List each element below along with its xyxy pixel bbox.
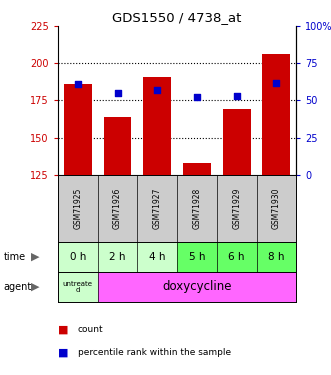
Text: 4 h: 4 h (149, 252, 166, 262)
Text: ■: ■ (58, 325, 69, 335)
Text: time: time (3, 252, 25, 262)
Bar (98, 272, 296, 302)
Bar (58, 242, 98, 272)
Title: GDS1550 / 4738_at: GDS1550 / 4738_at (113, 11, 242, 24)
Bar (183, 163, 211, 175)
Text: GSM71926: GSM71926 (113, 188, 122, 229)
Text: 6 h: 6 h (228, 252, 245, 262)
Bar (143, 77, 171, 175)
Text: GSM71925: GSM71925 (73, 188, 82, 229)
Bar (64, 84, 92, 175)
Bar (104, 117, 131, 175)
Bar (262, 54, 290, 175)
Bar (137, 242, 177, 272)
Point (75, 81, 80, 87)
Bar (223, 110, 251, 175)
Text: percentile rank within the sample: percentile rank within the sample (78, 348, 231, 357)
Text: GSM71928: GSM71928 (192, 188, 202, 229)
Text: 0 h: 0 h (70, 252, 86, 262)
Point (194, 94, 200, 100)
Text: ▶: ▶ (30, 252, 39, 262)
Point (155, 87, 160, 93)
Text: ■: ■ (58, 348, 69, 357)
Text: 5 h: 5 h (189, 252, 205, 262)
Point (234, 93, 239, 99)
Text: doxycycline: doxycycline (162, 280, 232, 293)
Bar (257, 242, 296, 272)
Point (115, 90, 120, 96)
Text: untreate
d: untreate d (63, 280, 93, 293)
Bar (217, 242, 257, 272)
Text: GSM71929: GSM71929 (232, 188, 241, 229)
Text: 2 h: 2 h (109, 252, 126, 262)
Text: count: count (78, 326, 103, 334)
Bar (177, 242, 217, 272)
Bar (98, 242, 137, 272)
Bar (58, 272, 98, 302)
Point (274, 80, 279, 86)
Text: GSM71927: GSM71927 (153, 188, 162, 229)
Text: GSM71930: GSM71930 (272, 188, 281, 229)
Text: ▶: ▶ (30, 282, 39, 292)
Text: agent: agent (3, 282, 31, 292)
Text: 8 h: 8 h (268, 252, 285, 262)
